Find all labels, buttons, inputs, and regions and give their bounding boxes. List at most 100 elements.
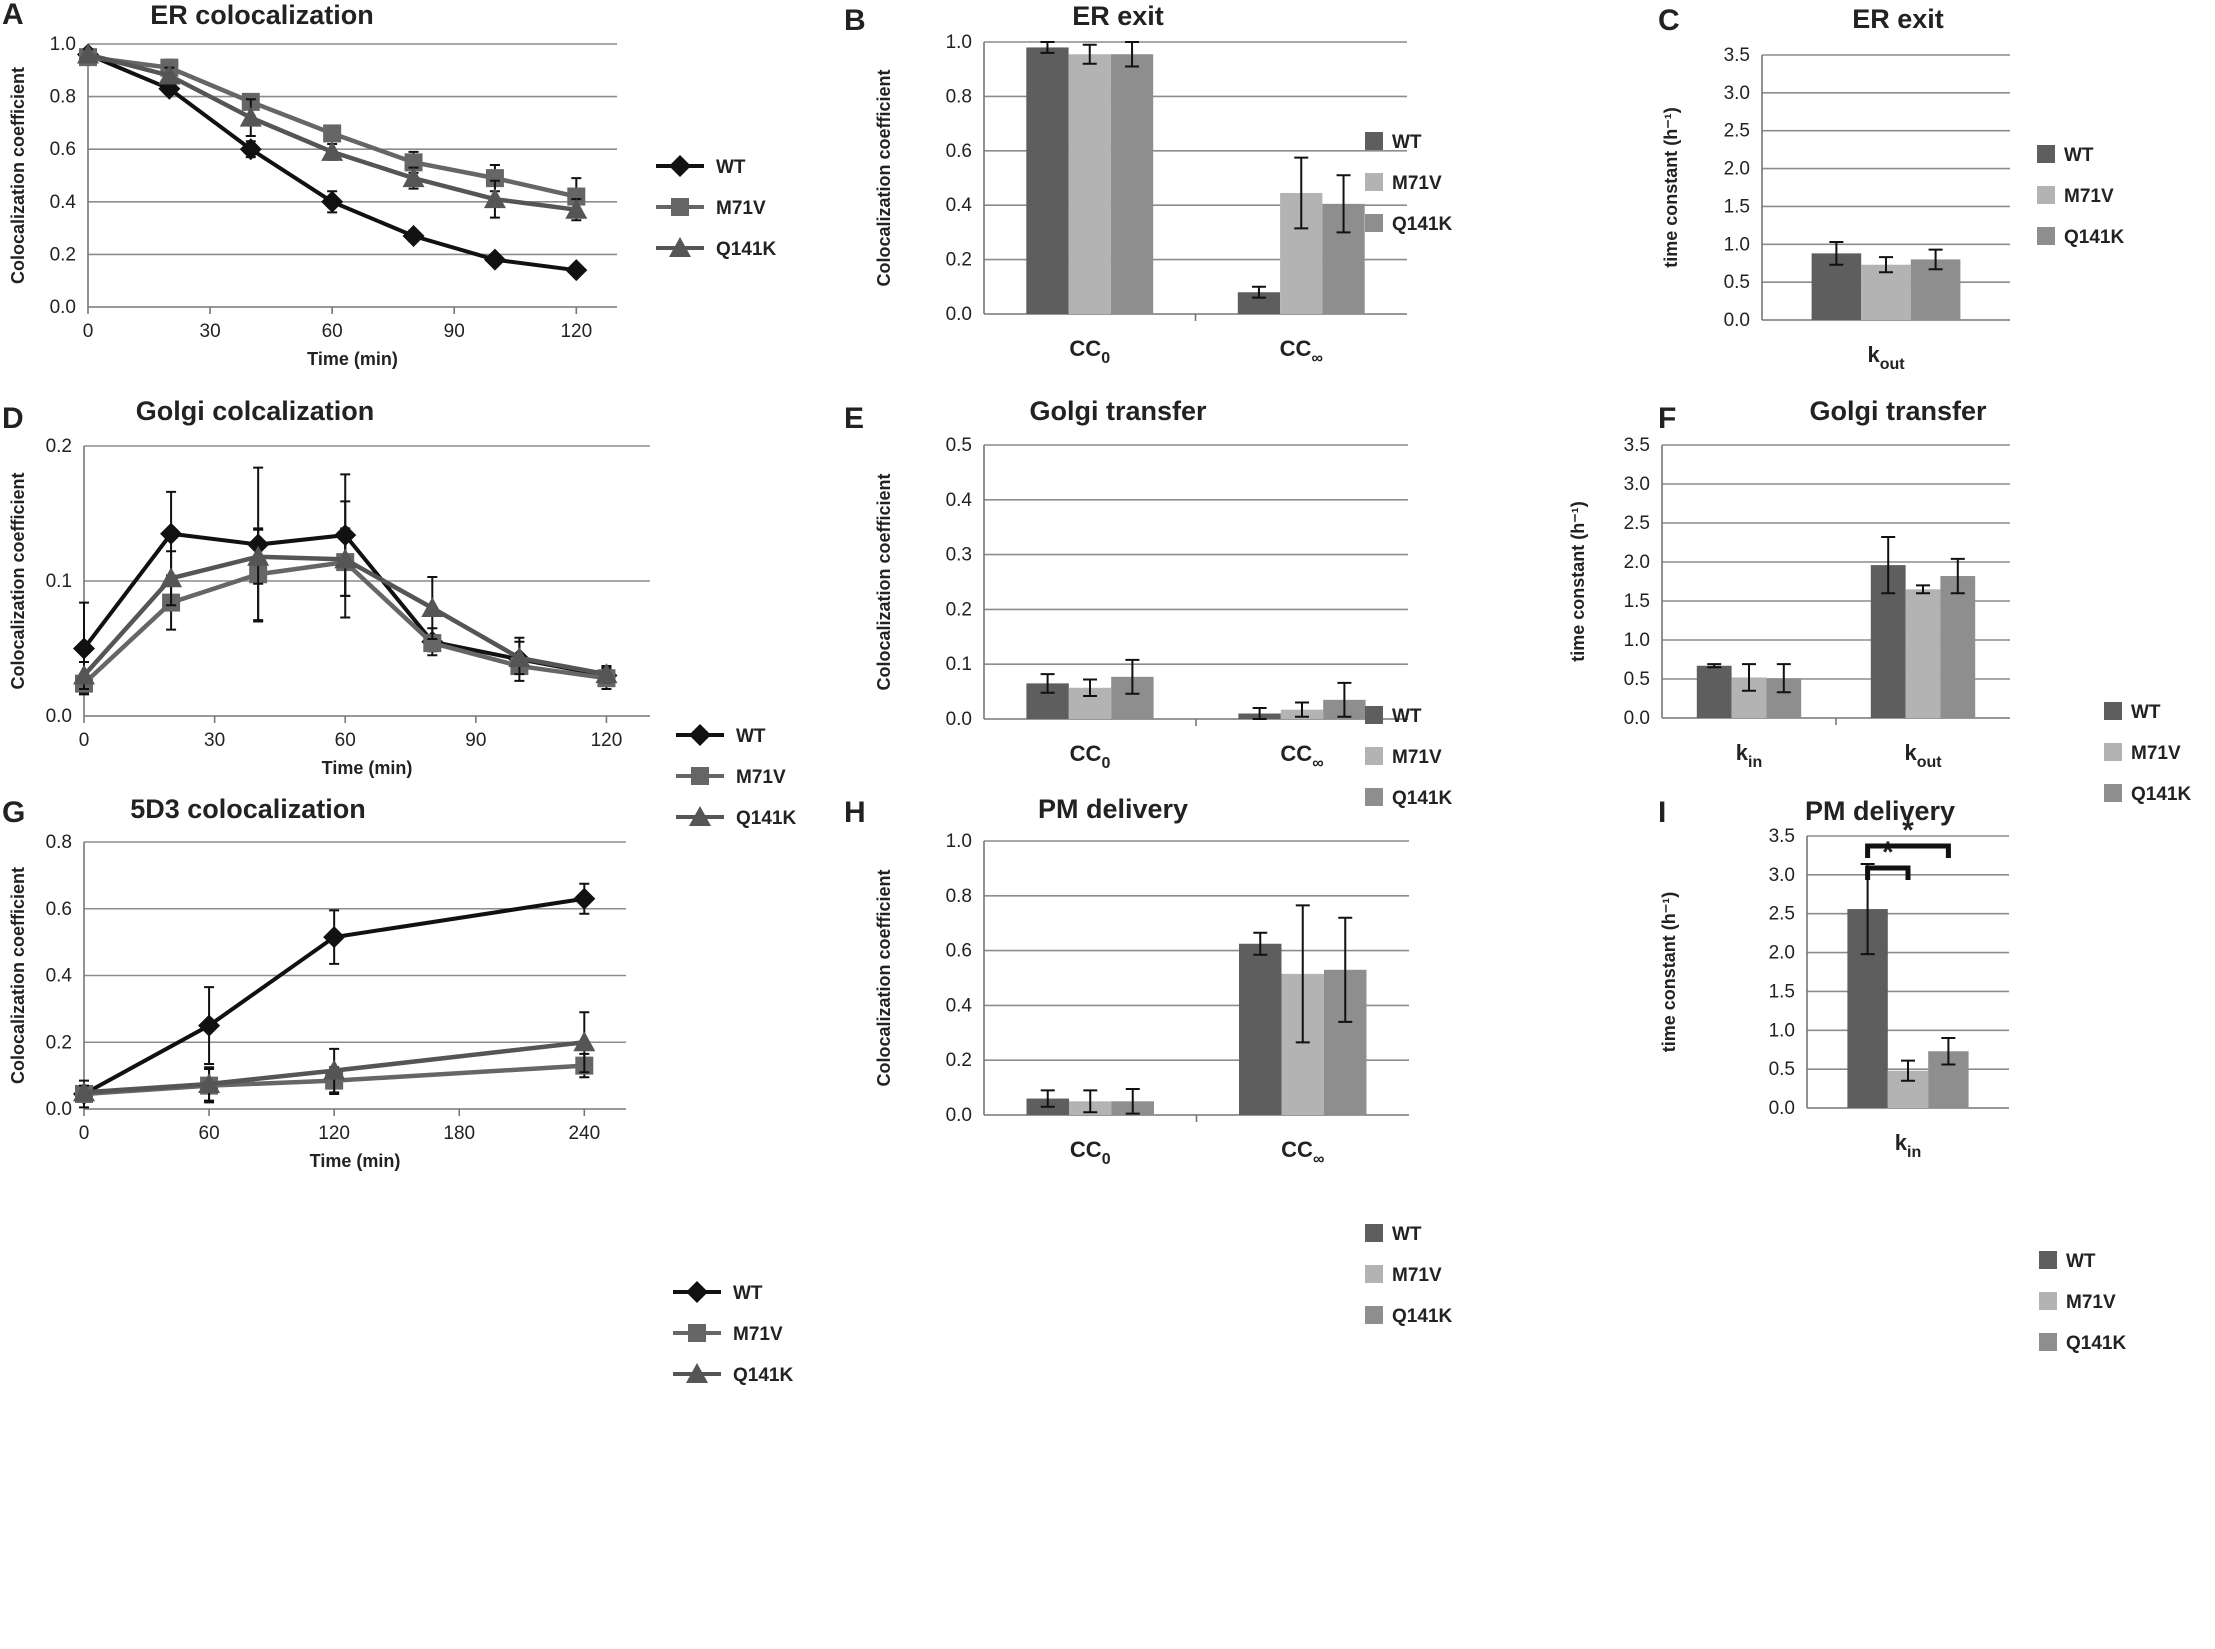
y-tick-label: 0.2 — [946, 1050, 972, 1071]
chart-title: Golgi colcalization — [136, 396, 375, 426]
data-point — [421, 597, 444, 617]
legend-label: Q141K — [2064, 227, 2124, 248]
legend-swatch — [2039, 1292, 2057, 1310]
chart-D: D Golgi colcalization 0.0 0.1 0.2 Colocalizat… — [2, 396, 796, 829]
error-bar — [1881, 536, 1896, 595]
legend-swatch — [1365, 747, 1383, 765]
legend-swatch — [1365, 706, 1383, 724]
y-tick-label: 0.4 — [946, 490, 973, 511]
chart-title: ER colocalization — [150, 0, 374, 30]
legend-swatch — [676, 767, 724, 785]
legend-label: Q141K — [2066, 1333, 2126, 1354]
error-bar — [1950, 557, 1965, 595]
y-tick-label: 0.6 — [946, 941, 972, 962]
x-tick-label: 0 — [83, 321, 94, 342]
data-point — [73, 1081, 95, 1102]
y-axis-title: Colocalization coefficient — [874, 869, 894, 1086]
legend-label: WT — [1392, 706, 1422, 727]
legend-swatch — [2104, 702, 2122, 720]
legend-swatch — [1365, 132, 1383, 150]
error-bar — [1295, 701, 1309, 718]
panel-letter: A — [2, 0, 24, 31]
x-tick-label: 30 — [200, 321, 221, 342]
chart-title: 5D3 colocalization — [130, 794, 366, 824]
data-point — [573, 887, 596, 910]
legend-label: Q141K — [1392, 1306, 1452, 1327]
chart-H: H PM delivery 0.0 0.2 0.4 0.6 0.8 1.0 Colocaliza… — [844, 794, 1452, 1327]
legend-label: Q141K — [736, 808, 796, 829]
legend-label: Q141K — [1392, 788, 1452, 809]
data-point — [565, 259, 588, 282]
legend-marker — [669, 237, 691, 257]
bar-WT — [1239, 943, 1282, 1115]
y-tick-label: 3.0 — [1624, 474, 1650, 495]
data-point — [73, 637, 95, 660]
error-bar — [1707, 663, 1722, 669]
y-tick-label: 0.0 — [50, 297, 76, 318]
data-point — [402, 224, 425, 247]
y-tick-label: 0.4 — [946, 195, 973, 216]
y-tick-label: 0.4 — [46, 966, 73, 987]
y-tick-label: 3.5 — [1769, 826, 1795, 847]
legend-label: M71V — [733, 1324, 783, 1345]
y-tick-label: 3.0 — [1724, 83, 1750, 104]
panel-letter: H — [844, 796, 866, 829]
y-tick-label: 0.6 — [946, 141, 972, 162]
significance-bracket — [1865, 865, 1911, 880]
data-point — [158, 64, 181, 85]
y-tick-label: 0.2 — [50, 244, 76, 265]
chart-A: A ER colocalization 0.0 0.2 0.4 0.6 0.8 1.0 Colo… — [2, 0, 776, 369]
legend-label: M71V — [2066, 1292, 2116, 1313]
chart-I: I PM delivery 0.0 0.5 1.0 1.5 2.0 2.5 3.0 3.5 time… — [1658, 796, 2126, 1354]
legend-swatch — [2104, 743, 2122, 761]
legend-swatch — [1365, 173, 1383, 191]
legend-label: WT — [736, 726, 766, 747]
category-label: kout — [1867, 342, 1905, 373]
y-tick-label: 0.3 — [946, 545, 972, 566]
error-bar — [1338, 916, 1353, 1023]
error-bar — [1251, 285, 1266, 299]
data-point — [483, 188, 506, 209]
significance-star: * — [1882, 836, 1894, 869]
y-tick-label: 0.6 — [46, 899, 72, 920]
panel-letter: F — [1658, 402, 1676, 435]
x-tick-label: 120 — [560, 321, 592, 342]
legend-swatch — [676, 806, 724, 826]
error-bar — [1253, 931, 1268, 956]
error-bar — [1928, 248, 1943, 271]
error-bar — [1040, 1089, 1055, 1108]
y-tick-label: 0.5 — [1724, 272, 1750, 293]
bar-M71V — [1068, 54, 1111, 315]
chart-title: PM delivery — [1038, 794, 1188, 824]
error-bar — [1295, 904, 1310, 1044]
data-point — [321, 140, 344, 161]
legend-label: M71V — [1392, 1265, 1442, 1286]
legend-swatch — [673, 1281, 721, 1303]
y-tick-label: 0.2 — [46, 436, 72, 457]
legend-swatch — [1365, 788, 1383, 806]
legend-swatch — [676, 724, 724, 746]
chart-title: ER exit — [1852, 4, 1944, 34]
bar-WT — [1026, 47, 1069, 314]
error-bar — [1125, 658, 1140, 695]
y-tick-label: 1.0 — [1724, 234, 1750, 255]
y-tick-label: 0.0 — [46, 706, 72, 727]
legend-label: WT — [1392, 1224, 1422, 1245]
y-tick-label: 0.0 — [946, 304, 972, 325]
y-axis-title: Colocalization coefficient — [8, 867, 28, 1084]
series-line — [83, 896, 585, 1096]
legend-label: M71V — [2131, 743, 2181, 764]
y-tick-label: 1.5 — [1769, 981, 1795, 1002]
data-point — [323, 926, 346, 949]
data-point — [573, 1031, 596, 1052]
legend-marker — [686, 1363, 708, 1383]
error-bar — [1083, 1089, 1098, 1114]
category-label: CC0 — [1070, 1137, 1111, 1168]
y-tick-label: 2.0 — [1769, 943, 1795, 964]
y-tick-label: 0.5 — [1624, 669, 1650, 690]
data-point — [485, 169, 504, 188]
x-tick-label: 120 — [591, 730, 623, 751]
error-bar — [1776, 663, 1791, 694]
legend-swatch — [1365, 1265, 1383, 1283]
category-label: kin — [1895, 1130, 1921, 1161]
